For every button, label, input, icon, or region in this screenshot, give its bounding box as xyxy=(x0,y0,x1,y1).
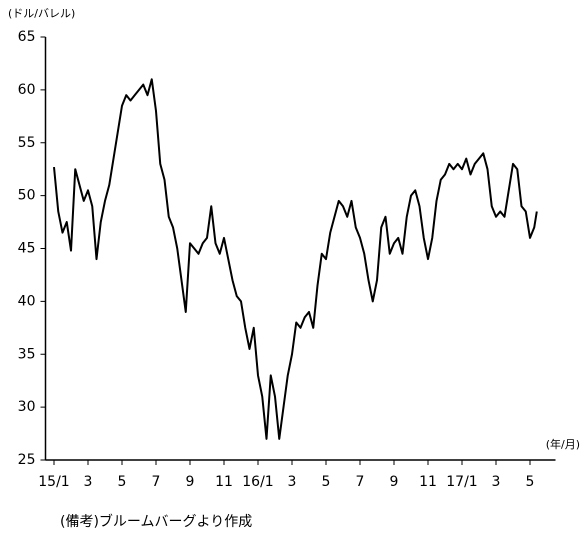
y-tick-label: 50 xyxy=(18,188,36,204)
x-tick-label: 5 xyxy=(322,474,331,490)
x-tick-label: 9 xyxy=(390,474,399,490)
x-tick-label: 3 xyxy=(84,474,93,490)
x-axis-label: (年/月) xyxy=(546,437,580,451)
price-line xyxy=(53,78,538,440)
note: (備考)ブルームバーグより作成 xyxy=(60,513,252,530)
y-axis-label: (ドル/バレル) xyxy=(8,7,75,20)
y-tick-label: 45 xyxy=(18,241,36,257)
x-tick-label: 11 xyxy=(215,474,233,490)
x-tick-label: 3 xyxy=(492,474,501,490)
y-tick-label: 55 xyxy=(18,135,36,151)
x-tick-label: 11 xyxy=(419,474,437,490)
x-tick-label: 15/1 xyxy=(38,474,69,490)
x-tick-label: 17/1 xyxy=(446,474,477,490)
x-tick-label: 16/1 xyxy=(242,474,273,490)
y-tick-label: 35 xyxy=(18,346,36,362)
y-tick-label: 40 xyxy=(18,293,36,309)
y-tick-label: 65 xyxy=(18,29,36,45)
x-tick-label: 9 xyxy=(186,474,195,490)
x-tick-label: 7 xyxy=(356,474,365,490)
y-tick-label: 60 xyxy=(18,82,36,98)
y-tick-label: 25 xyxy=(18,452,36,468)
y-tick-label: 30 xyxy=(18,399,36,415)
x-tick-label: 3 xyxy=(288,474,297,490)
x-tick-label: 7 xyxy=(152,474,161,490)
x-tick-label: 5 xyxy=(526,474,535,490)
x-tick-label: 5 xyxy=(118,474,127,490)
